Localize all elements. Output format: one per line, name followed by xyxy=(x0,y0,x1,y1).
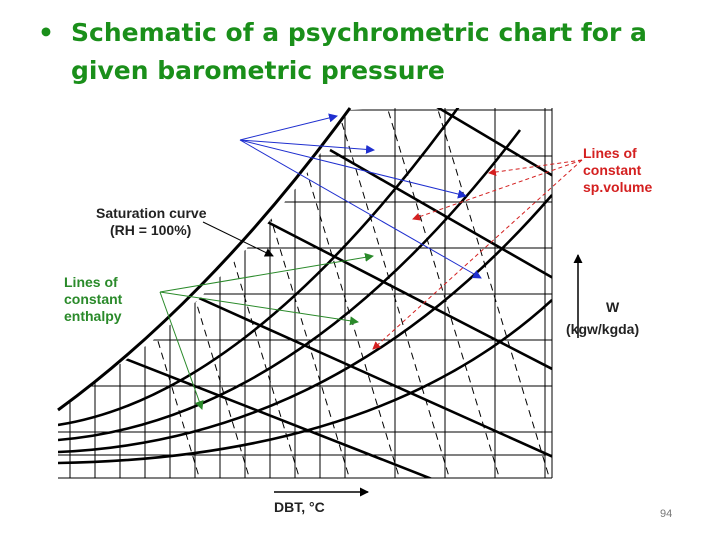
red-arrow-3 xyxy=(372,159,583,350)
red-arrows xyxy=(372,159,583,350)
green-arrow-3 xyxy=(159,291,204,410)
blue-arrow-4 xyxy=(239,139,482,279)
saturation-curve xyxy=(57,107,352,412)
specvol-label-line3: sp.volume xyxy=(583,179,652,195)
enthalpy-lines xyxy=(89,108,552,478)
w-axis-label-line1: W xyxy=(606,299,620,315)
chart-body xyxy=(58,108,552,478)
enthalpy-label-line3: enthalpy xyxy=(64,308,122,324)
dbt-axis-label: DBT, °C xyxy=(274,499,325,515)
enthalpy-label-line2: constant xyxy=(64,291,123,307)
specvol-label-line2: constant xyxy=(583,162,642,178)
title-bullet: • xyxy=(38,18,54,47)
blue-arrow-3 xyxy=(239,139,467,199)
slide-title: • Schematic of a psychrometric chart for… xyxy=(38,14,678,90)
green-arrow-2 xyxy=(159,291,359,326)
page-number: 94 xyxy=(660,508,673,520)
specvol-label-line1: Lines of xyxy=(583,145,637,161)
red-arrow-2 xyxy=(412,159,583,221)
saturation-label-line1: Saturation curve xyxy=(96,205,207,221)
enthalpy-label-line1: Lines of xyxy=(64,274,118,290)
saturation-arrow xyxy=(202,221,274,257)
blue-arrow-1 xyxy=(239,113,338,141)
blue-arrows xyxy=(239,113,482,279)
w-axis-label-line2: (kgw/kgda) xyxy=(566,321,639,337)
rh-curves xyxy=(58,108,552,465)
green-arrow-1 xyxy=(159,252,374,293)
saturation-label-line2: (RH = 100%) xyxy=(110,222,191,238)
red-arrow-1 xyxy=(488,159,583,176)
title-text: Schematic of a psychrometric chart for a… xyxy=(71,18,647,85)
blue-arrow-2 xyxy=(239,139,375,154)
green-arrows xyxy=(159,252,374,410)
